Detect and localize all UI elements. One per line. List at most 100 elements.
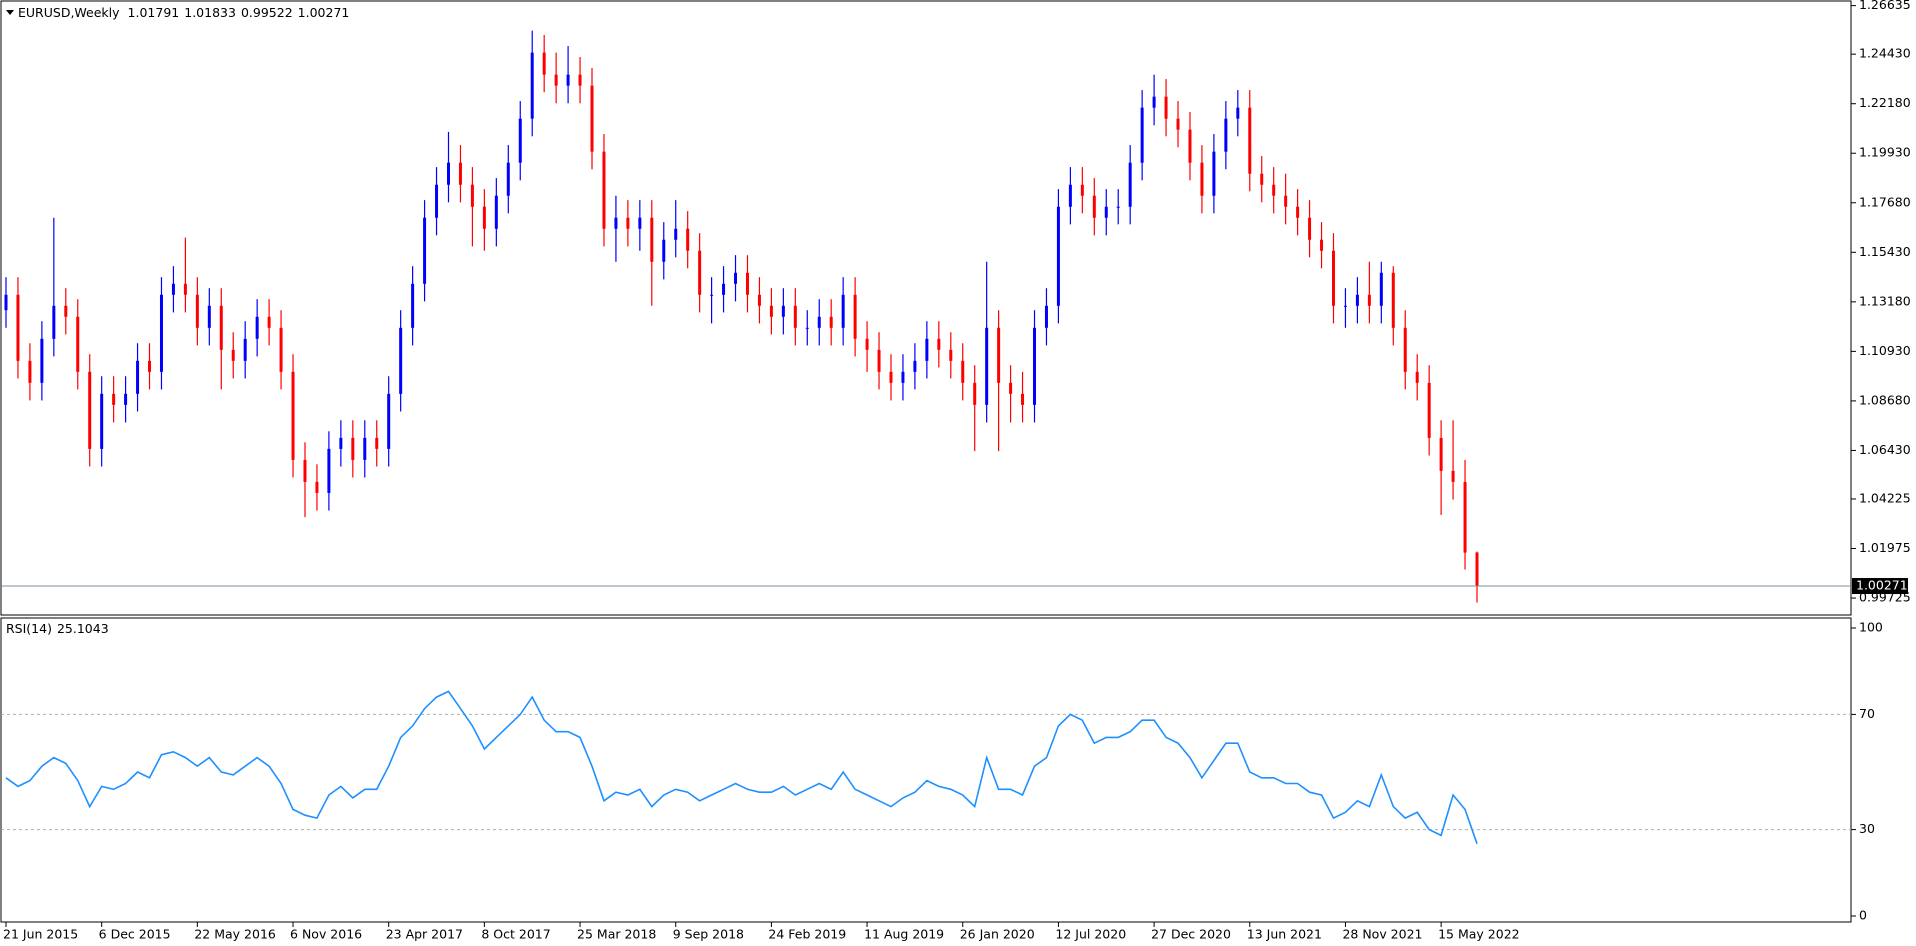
y-tick-label: 1.15430 [1859,244,1911,259]
candle-body [781,305,785,317]
candle-body [961,360,965,383]
x-tick-label: 13 Jun 2021 [1247,927,1322,942]
y-tick-label: 1.04225 [1859,490,1911,505]
candle-body [590,85,594,152]
candle-body [4,294,8,311]
candle-body [698,250,702,295]
candle-body [148,360,152,372]
candle-body [1236,107,1240,119]
candle-body [315,481,319,493]
candle-body [1308,217,1312,240]
y-tick-label: 0 [1859,908,1867,923]
y-tick-label: 1.13180 [1859,293,1911,308]
candle-body [303,459,307,482]
candle-body [231,349,235,361]
x-tick-label: 22 May 2016 [194,927,276,942]
candle-body [1403,327,1407,372]
candle-body [1272,184,1276,196]
candle-body [136,360,140,394]
candle-body [710,294,714,296]
candle-body [1116,206,1120,208]
candle-body [817,316,821,328]
candle-body [1152,96,1156,108]
candle-body [674,228,678,240]
candle-body [375,437,379,449]
candle-body [638,217,642,229]
candle-body [112,393,116,405]
candle-body [1212,151,1216,196]
candle-body [602,151,606,229]
candle-body [554,74,558,86]
menu-arrow[interactable] [6,10,14,15]
y-tick-label: 1.19930 [1859,145,1911,160]
candle-body [1367,294,1371,306]
candle-body [889,371,893,383]
candle-body [446,162,450,185]
candle-body [1140,107,1144,163]
candle-body [841,294,845,328]
x-tick-label: 23 Apr 2017 [386,927,463,942]
x-tick-label: 28 Nov 2021 [1342,927,1422,942]
candle-body [470,184,474,207]
candle-body [494,195,498,229]
candle-body [363,437,367,460]
candle-body [40,338,44,383]
candle-body [458,162,462,185]
candle-body [183,283,187,295]
y-tick-label: 1.17680 [1859,194,1911,209]
y-tick-label: 1.26635 [1859,0,1911,12]
candle-body [1296,206,1300,218]
candle-body [159,294,163,372]
candle-body [1200,162,1204,196]
x-tick-label: 24 Feb 2019 [768,927,846,942]
symbol-title: EURUSD,Weekly [18,5,120,20]
close-value: 1.00271 [298,5,350,20]
y-tick-label: 1.22180 [1859,95,1911,110]
low-value: 0.99522 [241,5,293,20]
candle-body [1021,393,1025,405]
candle-body [949,349,953,361]
candle-body [1463,481,1467,553]
candle-body [1260,173,1264,185]
candle-body [327,448,331,493]
candle-body [1320,239,1324,251]
candle-body [662,239,666,262]
rsi-last-value: 25.1043 [57,621,109,636]
x-tick-label: 25 Mar 2018 [577,927,656,942]
candle-body [506,162,510,196]
candle-body [829,316,833,328]
candle-body [865,338,869,350]
x-tick-label: 11 Aug 2019 [864,927,944,942]
candle-body [1379,272,1383,306]
candle-body [399,327,403,394]
candle-body [1092,195,1096,218]
candle-body [722,283,726,295]
x-tick-label: 8 Oct 2017 [481,927,550,942]
candle-body [1331,250,1335,306]
candle-body [877,349,881,372]
candle-body [1427,382,1431,438]
x-tick-label: 15 May 2022 [1438,927,1520,942]
candle-body [351,437,355,460]
candle-body [734,272,738,284]
candle-body [387,393,391,449]
candle-body [1343,305,1347,307]
candle-body [937,338,941,350]
y-tick-label: 30 [1859,821,1875,836]
candle-body [650,217,654,262]
candle-body [518,118,522,163]
candle-body [1248,107,1252,174]
candle-body [1080,184,1084,196]
candle-body [686,228,690,251]
candle-body [435,184,439,218]
y-tick-label: 1.10930 [1859,343,1911,358]
y-tick-label: 1.24430 [1859,46,1911,61]
candle-body [195,294,199,328]
price-panel [0,0,1852,616]
candle-body [1224,118,1228,152]
candle-body [124,393,128,405]
x-tick-label: 27 Dec 2020 [1151,927,1231,942]
x-tick-label: 6 Nov 2016 [290,927,362,942]
candle-body [291,371,295,460]
